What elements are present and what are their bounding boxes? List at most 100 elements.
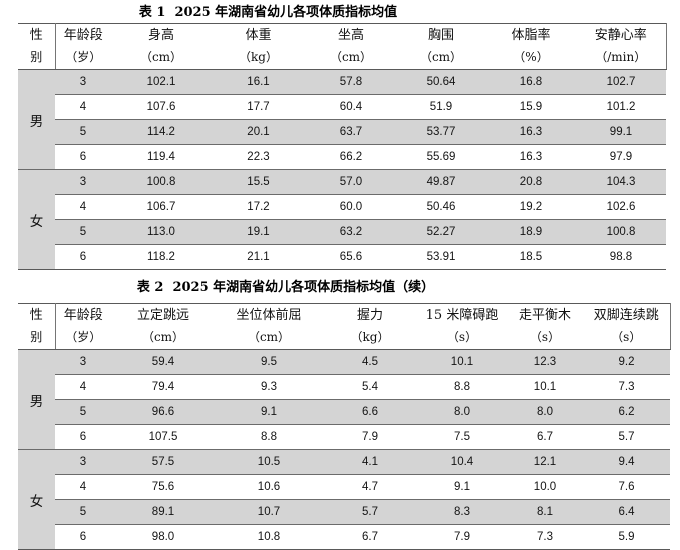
- header-age: 年龄段 （岁）: [55, 23, 111, 70]
- cell: 16.3: [486, 144, 576, 170]
- cell: 52.27: [396, 219, 486, 245]
- cell: 119.4: [111, 144, 211, 170]
- gender-male-cell: 男: [18, 69, 55, 170]
- cell: 106.7: [111, 194, 211, 220]
- header-obstacle-run: 15 米障碍跑 （s）: [417, 303, 507, 350]
- cell: 98.8: [609, 251, 633, 263]
- cell: 6: [55, 424, 111, 450]
- cell: 102.6: [576, 194, 666, 220]
- header-gender: 性别: [18, 303, 56, 350]
- cell: 60.0: [306, 194, 396, 220]
- cell: 19.1: [211, 219, 306, 245]
- cell: 118.2: [147, 251, 175, 263]
- cell: 107.6: [111, 94, 211, 120]
- cell: 10.1: [507, 374, 583, 400]
- cell: 5: [55, 399, 111, 425]
- cell: 8.0: [417, 399, 507, 425]
- cell: 5.7: [583, 424, 670, 450]
- cell: 63.7: [306, 119, 396, 145]
- cell: 7.9: [454, 531, 470, 543]
- cell: 102.7: [576, 69, 666, 95]
- gender-male-cell: 男: [18, 349, 55, 450]
- cell: 4.1: [323, 449, 417, 475]
- cell: 3: [55, 69, 111, 95]
- cell: 10.8: [257, 531, 281, 543]
- cell: 10.6: [215, 474, 323, 500]
- cell: 17.2: [211, 194, 306, 220]
- cell: 10.7: [215, 499, 323, 525]
- gender-female-cell: 女: [18, 169, 55, 270]
- table-row: 6 107.5 8.8 7.9 7.5 6.7 5.7: [18, 424, 670, 450]
- cell: 10.0: [507, 474, 583, 500]
- cell: 4.5: [323, 349, 417, 375]
- cell: 9.3: [215, 374, 323, 400]
- table2: 性别 年龄段 （岁） 立定跳远 （cm） 坐位体前屈 （cm） 握力 （kg） 15 米…: [18, 303, 671, 550]
- header-gender: 性别: [18, 23, 56, 70]
- cell: 7.3: [537, 531, 553, 543]
- cell: 113.0: [111, 219, 211, 245]
- cell: 8.8: [417, 374, 507, 400]
- cell: 60.4: [306, 94, 396, 120]
- table2-title: 表 2 2025 年湖南省幼儿各项体质指标均值（续）: [136, 280, 435, 295]
- table-row: 男 3 102.1 16.1 57.8 50.64 16.8 102.7: [18, 69, 666, 170]
- table-row: 4 75.6 10.6 4.7 9.1 10.0 7.6: [18, 474, 670, 500]
- cell: 6.4: [583, 499, 670, 525]
- cell: 49.87: [396, 169, 486, 195]
- cell: 8.0: [507, 399, 583, 425]
- gender-female-cell: 女: [18, 449, 55, 550]
- cell: 3: [55, 349, 111, 375]
- table-row: 6 119.4 22.3 66.2 55.69 16.3 97.9: [18, 144, 666, 170]
- cell: 22.3: [211, 144, 306, 170]
- table-row: 女 3 57.5 10.5 4.1 10.4 12.1 9.4: [18, 449, 670, 550]
- cell: 16.3: [486, 119, 576, 145]
- table-row: 4 79.4 9.3 5.4 8.8 10.1 7.3: [18, 374, 670, 400]
- table2-header-row: 性别 年龄段 （岁） 立定跳远 （cm） 坐位体前屈 （cm） 握力 （kg） 15 米…: [18, 303, 671, 350]
- cell: 89.1: [111, 499, 215, 525]
- header-chest: 胸围 （cm）: [396, 23, 486, 70]
- table-row: 男 3 59.4 9.5 4.5 10.1 12.3 9.2: [18, 349, 670, 450]
- cell: 104.3: [576, 169, 666, 195]
- table1-title: 表 1 2025 年湖南省幼儿各项体质指标均值: [138, 5, 398, 20]
- cell: 18.5: [519, 251, 543, 263]
- cell: 97.9: [576, 144, 666, 170]
- cell: 63.2: [306, 219, 396, 245]
- cell: 101.2: [576, 94, 666, 120]
- cell: 10.1: [417, 349, 507, 375]
- cell: 8.8: [215, 424, 323, 450]
- header-balance-beam: 走平衡木 （s）: [507, 303, 583, 350]
- cell: 4: [55, 474, 111, 500]
- cell: 5: [55, 219, 111, 245]
- cell: 55.69: [396, 144, 486, 170]
- cell: 9.1: [215, 399, 323, 425]
- header-resting-hr: 安静心率 （/min）: [576, 23, 667, 70]
- cell: 9.4: [583, 449, 670, 475]
- cell: 5.9: [618, 531, 635, 543]
- header-weight: 体重 （kg）: [211, 23, 306, 70]
- cell: 18.9: [486, 219, 576, 245]
- cell: 12.3: [507, 349, 583, 375]
- table-row: 5 113.0 19.1 63.2 52.27 18.9 100.8: [18, 219, 666, 245]
- cell: 98.0: [151, 531, 175, 543]
- cell: 79.4: [111, 374, 215, 400]
- cell: 57.5: [111, 449, 215, 475]
- cell: 12.1: [507, 449, 583, 475]
- cell: 75.6: [111, 474, 215, 500]
- cell: 50.64: [396, 69, 486, 95]
- table-row: 5 89.1 10.7 5.7 8.3 8.1 6.4: [18, 499, 670, 525]
- cell: 5.4: [323, 374, 417, 400]
- header-grip-strength: 握力 （kg）: [323, 303, 417, 350]
- cell: 107.5: [111, 424, 215, 450]
- table-row: 5 96.6 9.1 6.6 8.0 8.0 6.2: [18, 399, 670, 425]
- cell: 8.3: [417, 499, 507, 525]
- header-sitting-height: 坐高 （cm）: [306, 23, 396, 70]
- cell: 5: [55, 499, 111, 525]
- cell: 57.0: [306, 169, 396, 195]
- cell: 65.6: [339, 251, 363, 263]
- cell: 100.8: [576, 219, 666, 245]
- cell: 10.5: [215, 449, 323, 475]
- cell: 16.8: [486, 69, 576, 95]
- table-row: 6 118.2 21.1 65.6 53.91 18.5 98.8: [18, 245, 666, 270]
- header-body-fat: 体脂率 （%）: [486, 23, 576, 70]
- cell: 5.7: [323, 499, 417, 525]
